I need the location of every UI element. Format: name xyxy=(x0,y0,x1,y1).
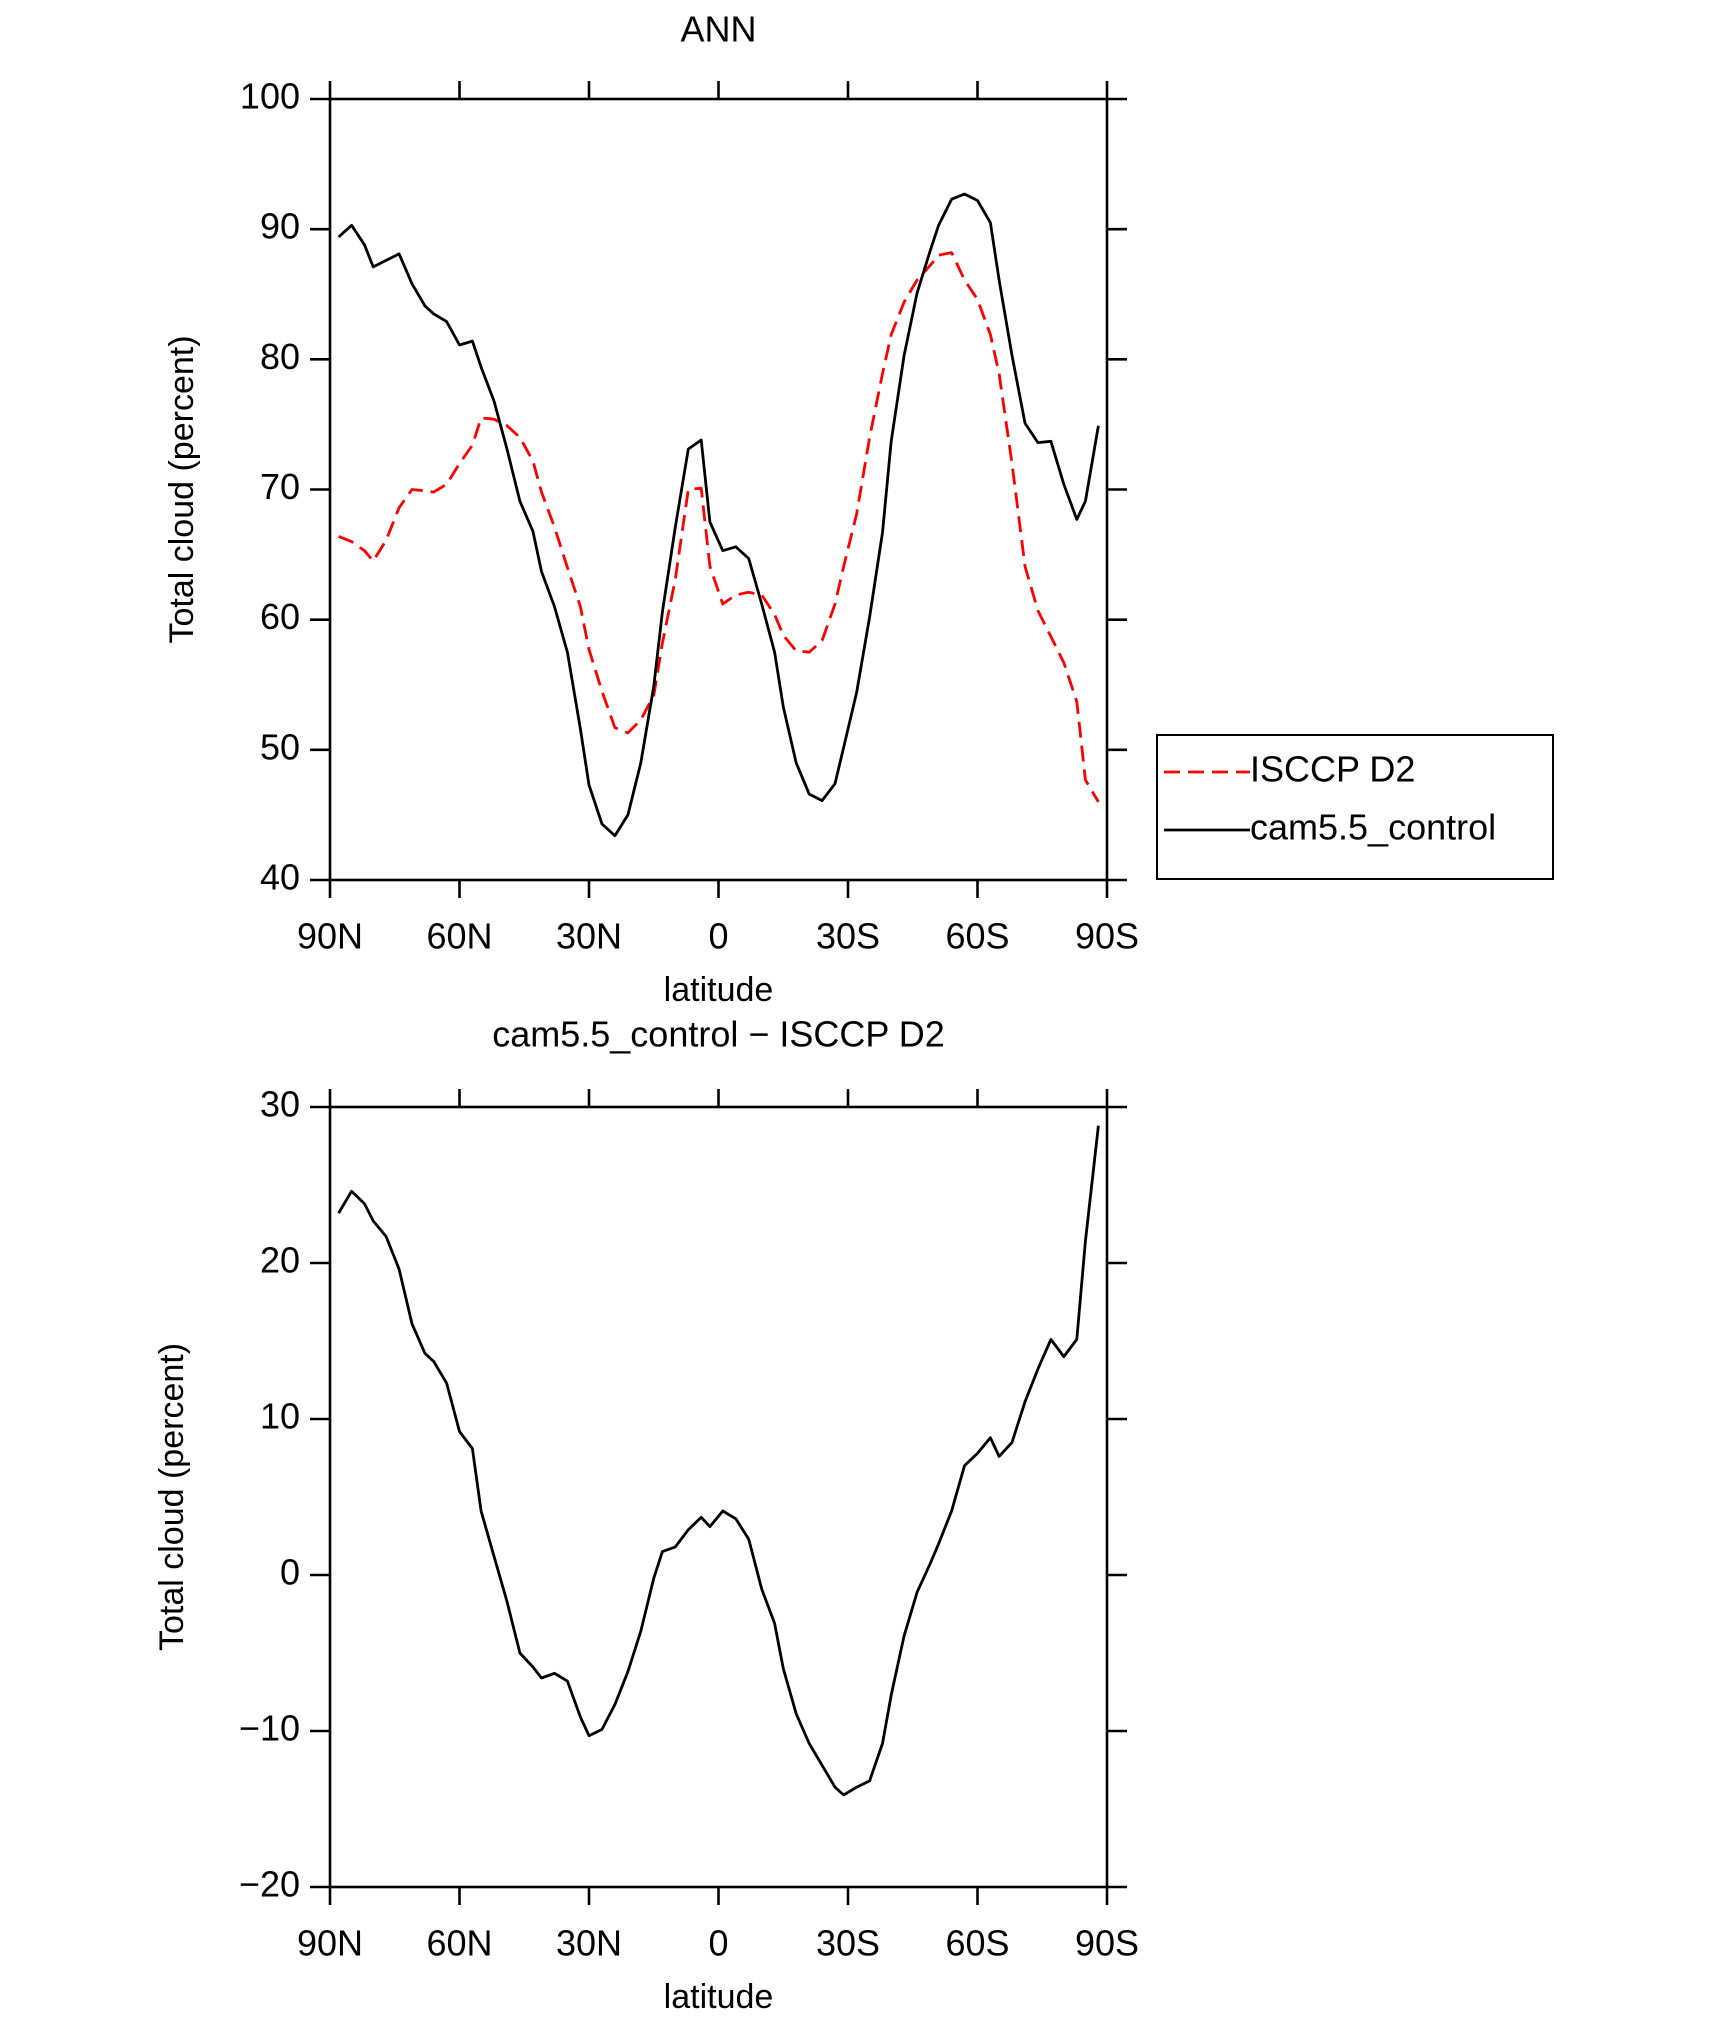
data-line xyxy=(337,192,1100,838)
y-tick-label: 80 xyxy=(260,336,300,377)
y-tick-label: 70 xyxy=(260,466,300,507)
y-tick-label: 0 xyxy=(280,1552,300,1593)
legend-box xyxy=(1156,734,1554,880)
x-tick-label: 0 xyxy=(708,1923,728,1964)
x-tick-label: 60S xyxy=(945,1923,1009,1964)
y-axis-label: Total cloud (percent) xyxy=(163,335,201,643)
x-tick-label: 60S xyxy=(945,916,1009,957)
plot-frame xyxy=(328,1105,1109,1889)
x-tick-label: 90S xyxy=(1075,1923,1139,1964)
y-tick-label: 50 xyxy=(260,726,300,767)
x-tick-label: 30S xyxy=(816,916,880,957)
y-tick-label: 90 xyxy=(260,206,300,247)
x-tick-label: 30S xyxy=(816,1923,880,1964)
legend-label: cam5.5_control xyxy=(1250,807,1496,848)
legend-label: ISCCP D2 xyxy=(1250,749,1415,790)
x-tick-label: 90N xyxy=(297,1923,363,1964)
x-tick-label: 0 xyxy=(708,916,728,957)
y-tick-label: 10 xyxy=(260,1396,300,1437)
chart-title: ANN xyxy=(680,9,756,50)
x-tick-label: 30N xyxy=(556,916,622,957)
x-axis-label: latitude xyxy=(664,971,774,1009)
data-line xyxy=(338,251,1100,803)
y-tick-label: 60 xyxy=(260,596,300,637)
x-tick-label: 90S xyxy=(1075,916,1139,957)
y-tick-label: −20 xyxy=(239,1864,300,1905)
data-line xyxy=(337,1125,1100,1797)
y-tick-label: 30 xyxy=(260,1084,300,1125)
x-tick-label: 30N xyxy=(556,1923,622,1964)
x-axis-label: latitude xyxy=(664,1978,774,2016)
y-tick-label: 20 xyxy=(260,1240,300,1281)
plot-frame xyxy=(328,97,1109,882)
y-tick-label: 100 xyxy=(240,76,300,117)
y-axis-label: Total cloud (percent) xyxy=(153,1343,191,1651)
y-tick-label: −10 xyxy=(239,1708,300,1749)
x-tick-label: 60N xyxy=(426,916,492,957)
y-tick-label: 40 xyxy=(260,857,300,898)
x-tick-label: 60N xyxy=(426,1923,492,1964)
x-tick-label: 90N xyxy=(297,916,363,957)
chart-title: cam5.5_control − ISCCP D2 xyxy=(492,1014,945,1055)
